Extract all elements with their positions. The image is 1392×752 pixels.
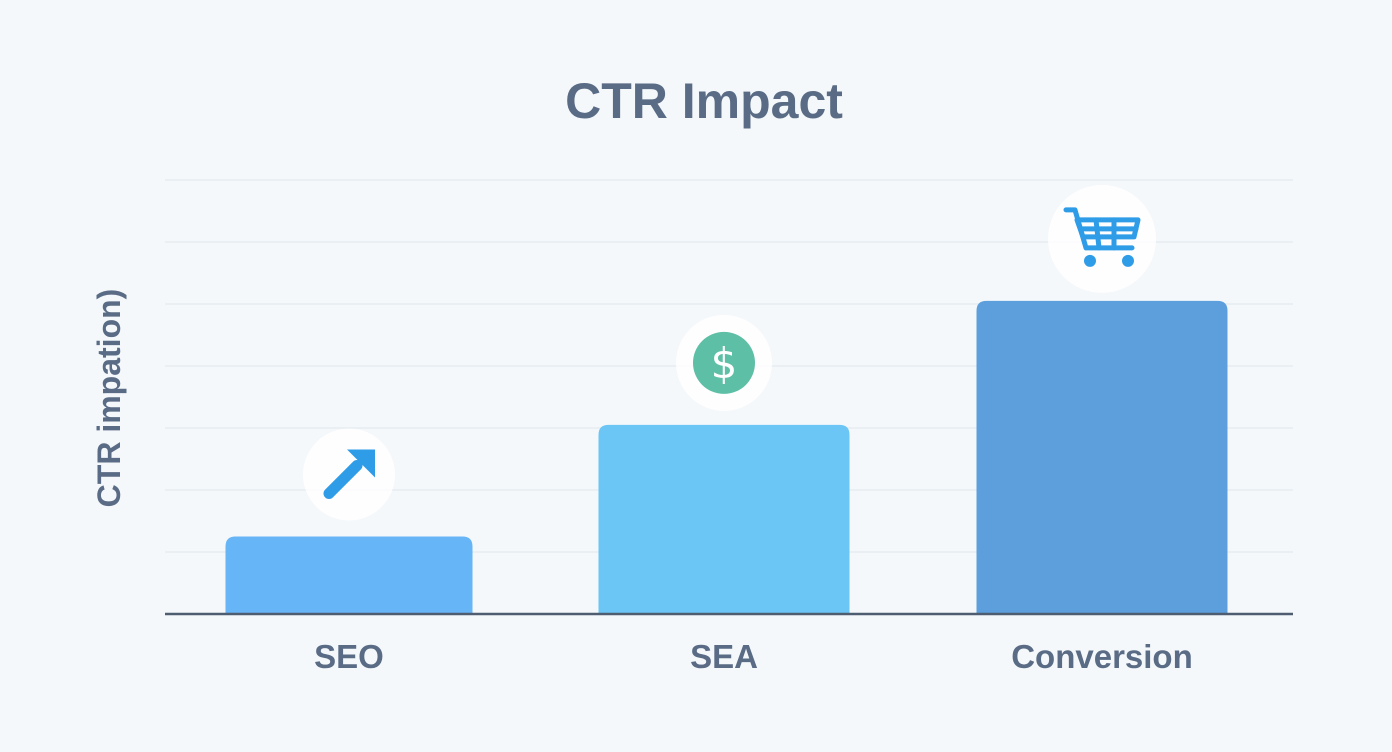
chart-title: CTR Impact bbox=[565, 73, 843, 129]
bar-conversion bbox=[976, 300, 1228, 614]
x-tick-label: SEO bbox=[314, 638, 384, 675]
dollar-coin-icon: $ bbox=[676, 314, 772, 411]
x-tick-label: SEA bbox=[690, 638, 758, 675]
trend-up-arrow-icon bbox=[303, 428, 395, 521]
x-tick-labels: SEO SEA Conversion bbox=[314, 638, 1193, 675]
bar-seo bbox=[225, 536, 473, 614]
bars bbox=[225, 300, 1228, 614]
shopping-cart-icon bbox=[1048, 184, 1156, 293]
x-tick-label: Conversion bbox=[1011, 638, 1193, 675]
svg-text:$: $ bbox=[711, 339, 738, 388]
bar-icons: $ bbox=[303, 184, 1156, 521]
y-axis-label: CTR impation) bbox=[91, 289, 127, 508]
bar-sea bbox=[598, 424, 850, 614]
